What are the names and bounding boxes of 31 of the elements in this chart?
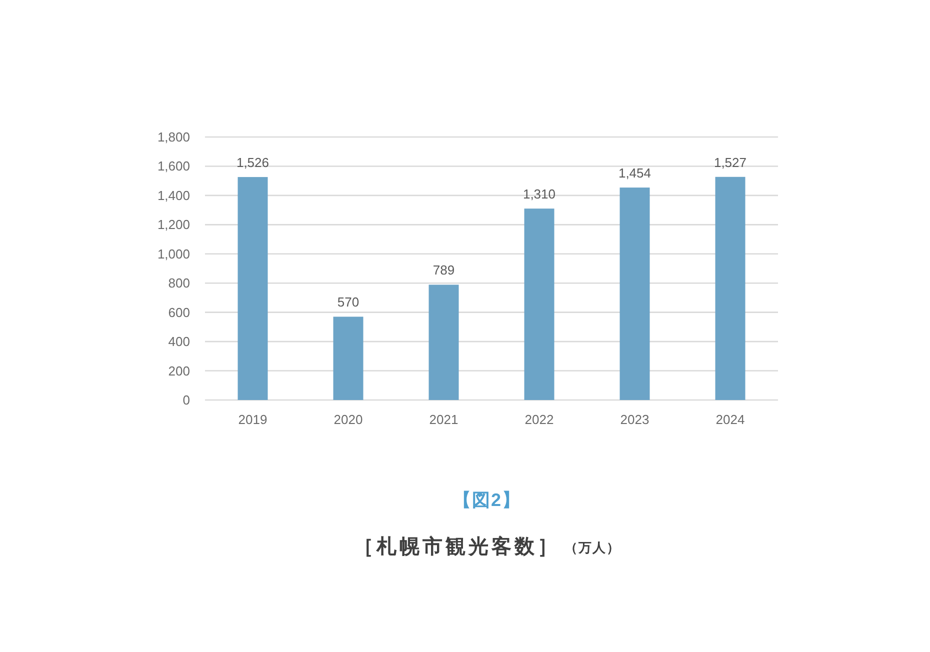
bar <box>238 177 268 400</box>
bar <box>620 188 650 400</box>
data-label: 1,527 <box>714 154 747 170</box>
bar <box>428 284 459 400</box>
x-tick-label: 2024 <box>716 412 745 427</box>
x-tick-label: 2020 <box>334 412 363 427</box>
y-tick-label: 1,200 <box>157 217 190 232</box>
data-label: 570 <box>337 294 360 310</box>
x-tick-label: 2021 <box>429 412 458 427</box>
bar <box>524 208 554 400</box>
y-tick-label: 1,000 <box>157 246 190 262</box>
text: ［札幌市観光客数］ <box>354 535 560 558</box>
bar <box>333 316 364 400</box>
data-label: 1,310 <box>522 186 556 202</box>
x-tick-label: 2023 <box>620 412 650 427</box>
y-tick-label: 400 <box>168 334 190 350</box>
data-label: 1,526 <box>236 155 270 170</box>
x-tick-label: 2019 <box>238 412 268 427</box>
bar <box>715 176 746 400</box>
data-label: 789 <box>432 262 455 278</box>
y-tick-label: 800 <box>168 276 190 291</box>
y-tick-label: 0 <box>182 392 190 408</box>
y-tick-label: 600 <box>168 304 190 320</box>
y-tick-label: 1,800 <box>157 130 190 144</box>
text: 【図2】 <box>452 490 522 510</box>
y-tick-label: 200 <box>168 363 190 378</box>
data-label: 1,454 <box>618 166 652 181</box>
text: （万人） <box>564 540 620 555</box>
x-tick-label: 2022 <box>524 412 554 427</box>
y-tick-label: 1,600 <box>157 158 190 174</box>
y-tick-label: 1,400 <box>157 188 190 203</box>
